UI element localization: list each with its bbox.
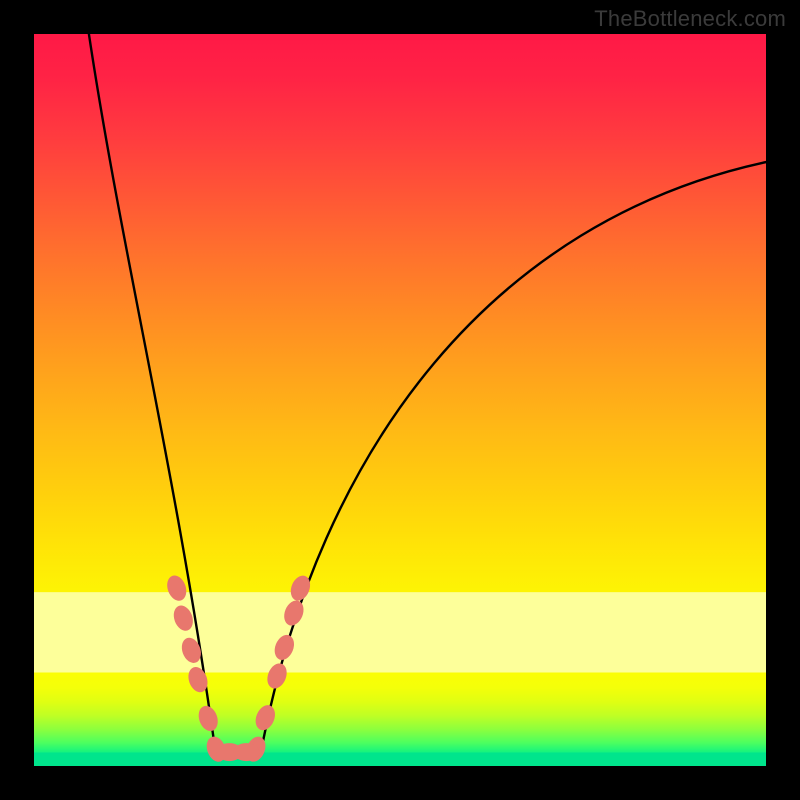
stage: TheBottleneck.com [0, 0, 800, 800]
plot-area [34, 34, 766, 766]
watermark-text: TheBottleneck.com [594, 6, 786, 32]
chart-svg [0, 0, 800, 800]
gradient-background [34, 34, 766, 766]
data-dot [233, 743, 259, 761]
